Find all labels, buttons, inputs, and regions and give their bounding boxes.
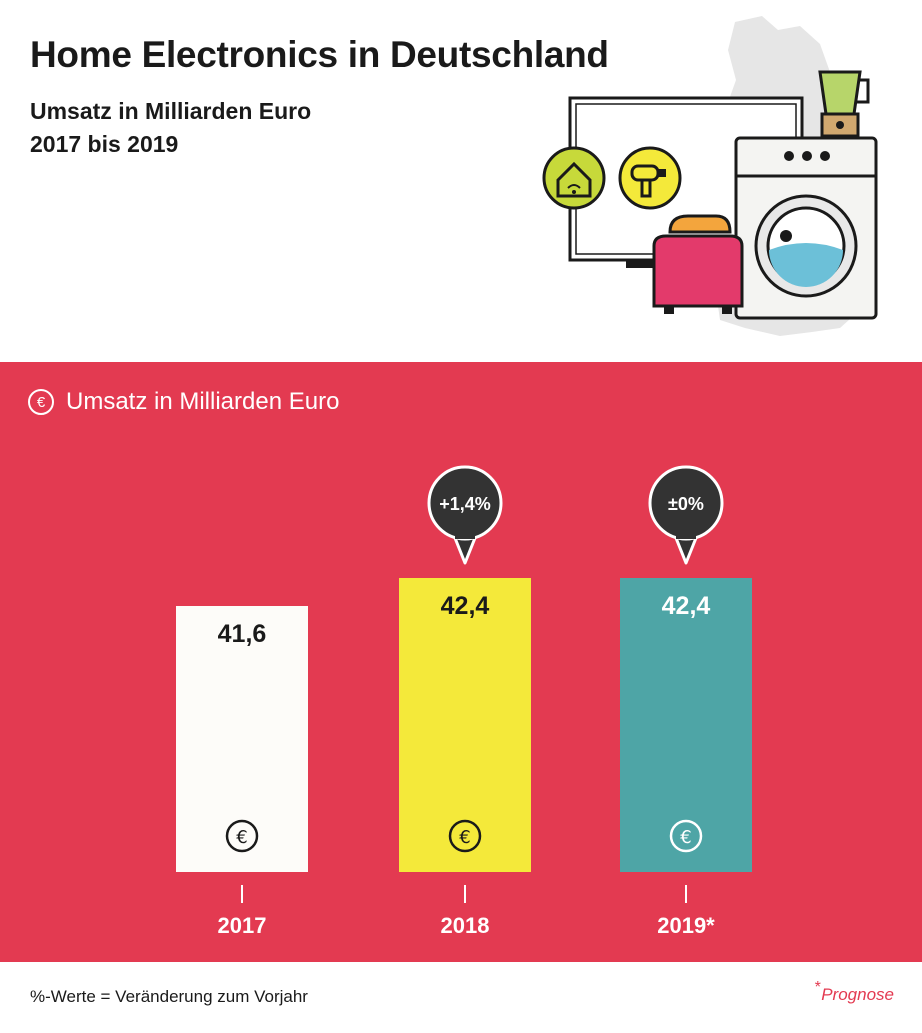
prognose-note: *Prognose [814,979,894,1005]
change-bubble-joint [455,531,475,539]
bar-2017 [176,606,308,872]
hair-dryer-icon [618,146,682,210]
prognose-label: Prognose [821,985,894,1004]
prognose-marker: * [813,979,821,996]
chart-legend: € Umsatz in Milliarden Euro [28,388,339,416]
bar-value-label: 41,6 [218,620,267,648]
euro-icon [448,819,482,853]
home-electronics-illustration [542,16,878,336]
euro-icon-glyph: € [680,827,691,848]
legend-label: Umsatz in Milliarden Euro [66,388,340,415]
change-label: +1,4% [439,494,491,514]
x-axis-tick-label: 2017 [218,913,267,938]
header: Home Electronics in Deutschland Umsatz i… [0,0,922,362]
bar-2019* [620,578,752,872]
blender-icon [818,70,870,138]
euro-icon [225,819,259,853]
toaster-icon [652,214,744,314]
x-axis-tick-label: 2018 [441,913,490,938]
washing-machine-icon [734,136,878,320]
page-title: Home Electronics in Deutschland [30,34,609,75]
bar-2018 [399,578,531,872]
euro-icon [669,819,703,853]
bar-value-label: 42,4 [441,592,490,620]
page-subtitle-years: 2017 bis 2019 [30,131,179,157]
bar-chart: 41,6 €2017 42,4 €2018 +1,4% 42,4 €2019* ±0% [176,465,752,938]
euro-icon: € [28,389,54,415]
euro-icon-glyph: € [236,827,247,848]
euro-icon-glyph: € [459,827,470,848]
x-axis-tick-label: 2019* [657,913,715,938]
change-bubble-joint [676,531,696,539]
change-label: ±0% [668,494,704,514]
footer-note: %-Werte = Veränderung zum Vorjahr [30,987,308,1006]
page-subtitle: Umsatz in Milliarden Euro [30,98,312,124]
bar-value-label: 42,4 [662,592,711,620]
smart-home-icon [542,146,606,210]
